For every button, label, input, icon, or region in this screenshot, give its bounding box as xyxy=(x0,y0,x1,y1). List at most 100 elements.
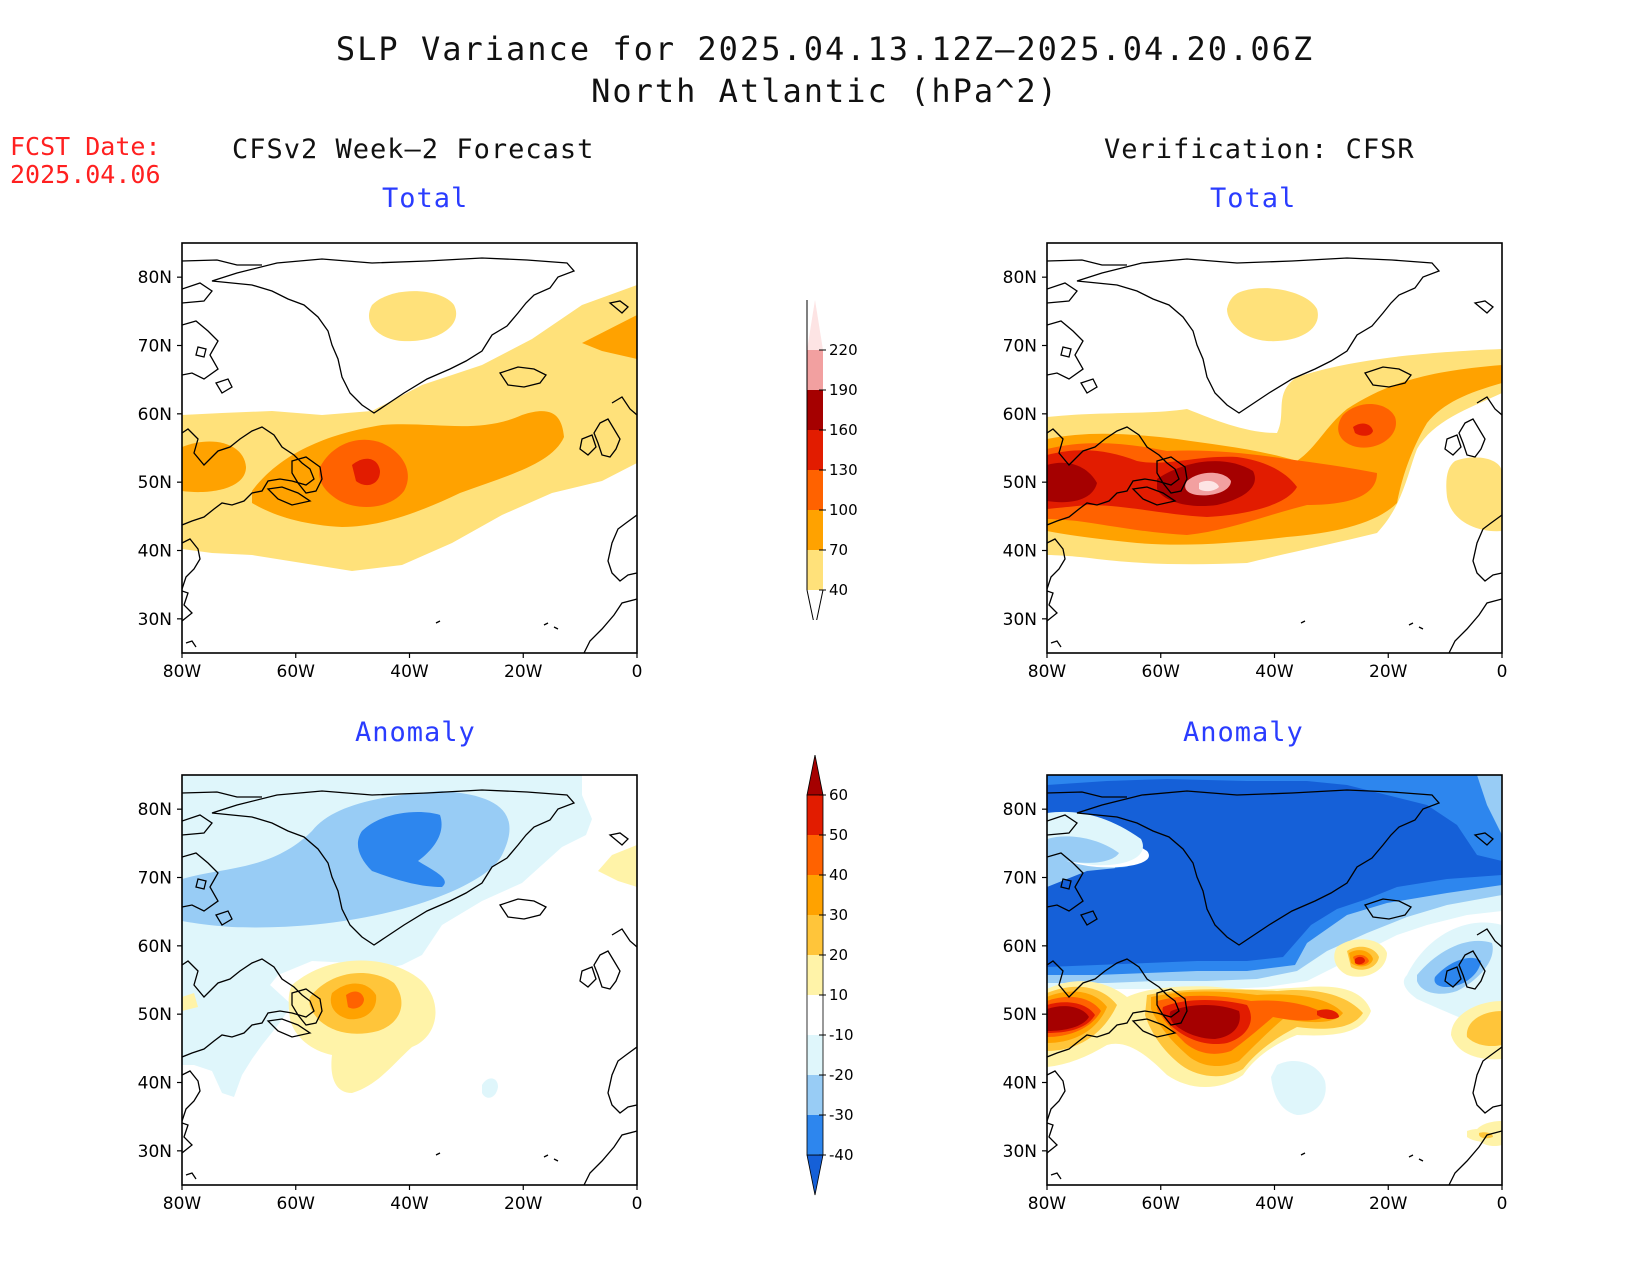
colorbar-swatch xyxy=(806,1154,824,1196)
forecast-anomaly-shading xyxy=(182,775,637,1185)
lat-tick-label: 50N xyxy=(1003,1005,1037,1025)
colorbar-swatch xyxy=(807,875,823,915)
verification-anomaly-map: 80N 70N 60N 50N 40N 30N 80W 60W 40W 20W 0 xyxy=(985,772,1508,1222)
lat-tick-label: 70N xyxy=(1003,869,1037,889)
lon-tick-label: 0 xyxy=(1497,1194,1508,1214)
colorbar-swatch xyxy=(807,550,823,590)
lat-tick-label: 70N xyxy=(1003,337,1037,357)
verification-column-title: Verification: CFSR xyxy=(1104,134,1415,165)
lat-tick-label: 40N xyxy=(1003,542,1037,562)
forecast-anomaly-map: 80N 70N 60N 50N 40N 30N 80W 60W 40W 20W 0 xyxy=(120,772,643,1222)
forecast-total-shading xyxy=(182,243,637,653)
total-colorbar: 40 70 100 130 160 190 220 xyxy=(795,280,875,629)
lon-tick-label: 40W xyxy=(390,662,429,682)
fcst-date-label: FCST Date: xyxy=(10,132,161,161)
colorbar-swatch xyxy=(807,835,823,875)
colorbar-level-label: 40 xyxy=(829,866,848,884)
lon-tick-label: 20W xyxy=(1369,662,1408,682)
verification-anomaly-title: Anomaly xyxy=(1183,717,1304,748)
colorbar-level-label: 30 xyxy=(829,906,848,924)
lon-tick-label: 40W xyxy=(390,1194,429,1214)
colorbar-level-label: -40 xyxy=(829,1146,854,1164)
lon-tick-label: 0 xyxy=(1497,662,1508,682)
colorbar-swatch xyxy=(807,350,823,390)
colorbar-level-label: 190 xyxy=(829,381,858,399)
colorbar-swatch xyxy=(807,300,823,350)
colorbar-level-label: -20 xyxy=(829,1066,854,1084)
colorbar-level-label: 50 xyxy=(829,826,848,844)
lat-tick-label: 60N xyxy=(1003,405,1037,425)
lat-tick-label: 40N xyxy=(1003,1074,1037,1094)
lat-tick-label: 70N xyxy=(138,337,172,357)
lat-tick-label: 50N xyxy=(138,1005,172,1025)
colorbar-lower-extension xyxy=(806,589,824,629)
lat-tick-label: 30N xyxy=(1003,1142,1037,1162)
lat-tick-label: 70N xyxy=(138,869,172,889)
colorbar-level-label: 100 xyxy=(829,501,858,519)
colorbar-swatch xyxy=(806,754,824,796)
lon-tick-label: 20W xyxy=(504,1194,543,1214)
colorbar-swatch xyxy=(807,510,823,550)
forecast-anomaly-title: Anomaly xyxy=(355,717,476,748)
forecast-total-title: Total xyxy=(382,183,469,214)
colorbar-swatch xyxy=(807,390,823,430)
lat-tick-label: 60N xyxy=(1003,937,1037,957)
chart-title: SLP Variance for 2025.04.13.12Z–2025.04.… xyxy=(335,30,1315,68)
forecast-column-title: CFSv2 Week–2 Forecast xyxy=(232,134,595,165)
colorbar-level-label: 20 xyxy=(829,946,848,964)
lon-tick-label: 80W xyxy=(163,1194,202,1214)
colorbar-level-label: 160 xyxy=(829,421,858,439)
lon-tick-label: 60W xyxy=(277,662,316,682)
lon-tick-label: 40W xyxy=(1255,1194,1294,1214)
lat-tick-label: 50N xyxy=(138,473,172,493)
lat-tick-label: 80N xyxy=(138,800,172,820)
colorbar-level-label: 70 xyxy=(829,541,848,559)
lon-tick-label: 60W xyxy=(1142,1194,1181,1214)
lat-tick-label: 30N xyxy=(138,1142,172,1162)
lon-tick-label: 40W xyxy=(1255,662,1294,682)
lat-tick-label: 40N xyxy=(138,542,172,562)
verification-total-map: 80N 70N 60N 50N 40N 30N 80W 60W 40W 20W 0 xyxy=(985,240,1508,690)
verification-total-title: Total xyxy=(1210,183,1297,214)
colorbar-swatch xyxy=(807,795,823,835)
lon-tick-label: 0 xyxy=(632,1194,643,1214)
lat-tick-label: 80N xyxy=(1003,800,1037,820)
colorbar-swatch xyxy=(807,1075,823,1115)
colorbar-swatch xyxy=(807,915,823,955)
lat-tick-label: 30N xyxy=(138,610,172,630)
lat-tick-label: 60N xyxy=(138,405,172,425)
colorbar-level-label: 60 xyxy=(829,786,848,804)
colorbar-swatch xyxy=(807,470,823,510)
lat-tick-label: 50N xyxy=(1003,473,1037,493)
lon-tick-label: 80W xyxy=(1028,1194,1067,1214)
colorbar-level-label: 130 xyxy=(829,461,858,479)
verification-total-shading xyxy=(1047,243,1502,653)
colorbar-level-label: -30 xyxy=(829,1106,854,1124)
colorbar-swatch xyxy=(807,1035,823,1075)
lat-tick-label: 30N xyxy=(1003,610,1037,630)
colorbar-level-label: 40 xyxy=(829,581,848,599)
fcst-date-value: 2025.04.06 xyxy=(10,160,161,189)
lat-tick-label: 60N xyxy=(138,937,172,957)
colorbar-level-label: 220 xyxy=(829,341,858,359)
forecast-total-map: 80N 70N 60N 50N 40N 30N 80W 60W 40W 20W 0 xyxy=(120,240,643,690)
colorbar-swatch xyxy=(807,955,823,995)
lon-tick-label: 60W xyxy=(277,1194,316,1214)
lon-tick-label: 80W xyxy=(1028,662,1067,682)
verification-anomaly-shading xyxy=(1047,775,1502,1185)
lon-tick-label: 0 xyxy=(632,662,643,682)
lon-tick-label: 60W xyxy=(1142,662,1181,682)
lat-tick-label: 80N xyxy=(1003,268,1037,288)
colorbar-level-label: 10 xyxy=(829,986,848,1004)
colorbar-swatch xyxy=(807,430,823,470)
chart-subtitle: North Atlantic (hPa^2) xyxy=(591,72,1059,110)
lat-tick-label: 80N xyxy=(138,268,172,288)
anomaly-colorbar: -40 -30 -20 -10 10 20 30 40 50 60 xyxy=(795,754,875,1219)
lon-tick-label: 20W xyxy=(504,662,543,682)
lon-tick-label: 80W xyxy=(163,662,202,682)
colorbar-level-label: -10 xyxy=(829,1026,854,1044)
lon-tick-label: 20W xyxy=(1369,1194,1408,1214)
colorbar-swatch xyxy=(807,1115,823,1155)
lat-tick-label: 40N xyxy=(138,1074,172,1094)
colorbar-swatch xyxy=(807,995,823,1035)
